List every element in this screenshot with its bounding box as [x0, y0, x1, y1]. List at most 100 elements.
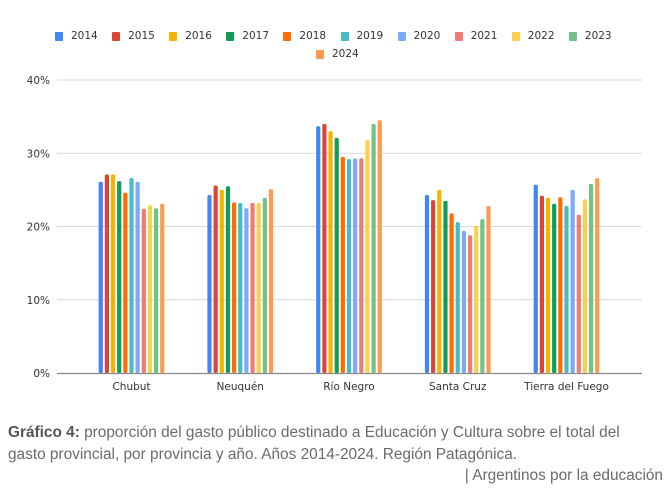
legend-swatch	[340, 31, 349, 41]
legend-label: 2016	[185, 30, 212, 42]
bars	[98, 120, 600, 374]
y-tick-label: 10%	[27, 295, 50, 307]
bar	[129, 178, 134, 373]
bar	[474, 225, 479, 373]
bar	[346, 159, 352, 373]
bar	[377, 120, 382, 373]
legend-row: 2024	[0, 45, 667, 63]
legend-item[interactable]: 2018	[283, 27, 326, 45]
bar	[232, 202, 237, 373]
bar	[431, 200, 436, 373]
bar-group	[207, 185, 274, 373]
bar	[353, 158, 358, 373]
legend-item[interactable]: 2024	[316, 45, 359, 63]
bar	[365, 140, 370, 373]
bar	[340, 156, 345, 373]
bar	[219, 189, 224, 373]
x-tick-label: Río Negro	[323, 381, 374, 393]
legend-swatch	[112, 31, 121, 41]
y-tick-label: 30%	[27, 148, 50, 160]
bar	[443, 200, 448, 373]
legend-label: 2020	[413, 30, 441, 42]
legend-swatch	[283, 31, 292, 41]
bar	[262, 197, 267, 373]
bar	[160, 203, 165, 373]
legend-item[interactable]: 2020	[397, 27, 441, 45]
bar	[589, 184, 594, 373]
bar	[467, 235, 473, 373]
y-tick-label: 0%	[33, 368, 50, 380]
x-axis-ticks: Chubut Neuquén Río Negro Santa Cruz Tierra d…	[112, 381, 608, 393]
bar	[545, 197, 551, 373]
legend-item[interactable]: 2022	[511, 27, 555, 45]
x-tick-label: Chubut	[112, 381, 150, 393]
legend-item[interactable]: 2015	[112, 27, 155, 45]
bar	[244, 208, 249, 373]
x-tick-label: Tierra del Fuego	[523, 381, 609, 393]
bar-group	[424, 189, 491, 373]
legend-label: 2021	[470, 30, 498, 42]
x-tick-label: Santa Cruz	[429, 381, 487, 393]
bar	[123, 192, 128, 373]
legend-item[interactable]: 2014	[55, 27, 98, 45]
bar	[359, 158, 364, 373]
legend-label: 2022	[527, 30, 555, 42]
legend-swatch	[397, 31, 406, 41]
caption-label: Gráfico 4:	[8, 424, 80, 441]
caption-text: proporción del gasto público destinado a…	[8, 424, 620, 463]
legend-swatch	[55, 31, 63, 41]
legend-swatch	[568, 31, 577, 41]
legend-item[interactable]: 2021	[454, 27, 498, 45]
bar	[141, 208, 146, 373]
bar	[558, 197, 563, 373]
bar	[576, 214, 581, 373]
chart-caption: Gráfico 4: proporción del gasto público …	[8, 422, 658, 466]
bar	[98, 181, 103, 373]
bar	[135, 181, 140, 373]
legend-swatch	[454, 31, 463, 41]
bar	[104, 174, 109, 373]
bar	[564, 205, 569, 373]
legend-item[interactable]: 2017	[226, 27, 269, 45]
bar	[147, 205, 153, 373]
bar	[461, 230, 466, 373]
bar	[110, 174, 116, 373]
y-tick-label: 20%	[27, 222, 50, 234]
y-axis-ticks: 0% 10% 20% 30% 40%	[27, 75, 50, 380]
bar	[455, 222, 460, 373]
bar	[225, 186, 231, 373]
bar	[424, 195, 430, 373]
legend-label: 2015	[128, 30, 155, 42]
legend-item[interactable]: 2019	[340, 27, 384, 45]
legend-swatch	[169, 31, 178, 41]
y-tick-label: 40%	[27, 75, 50, 87]
bar-group	[533, 178, 600, 373]
legend-label: 2024	[332, 48, 359, 60]
bar	[117, 181, 122, 373]
bar	[213, 185, 218, 373]
x-tick-label: Neuquén	[217, 381, 264, 393]
legend-label: 2018	[299, 30, 327, 42]
legend-swatch	[226, 31, 235, 41]
legend-label: 2014	[71, 30, 98, 42]
bar	[371, 123, 376, 373]
bar-chart: 0% 10% 20% 30% 40% Chubut Neuquén Río Negro San…	[27, 75, 642, 393]
legend-item[interactable]: 2023	[568, 27, 612, 45]
legend-row: 2014 2015 2016 2017 2018 2019 2020 2021 2022 2023	[0, 27, 667, 45]
bar	[238, 203, 243, 373]
bar	[154, 208, 159, 373]
bar	[480, 219, 485, 373]
bar	[486, 205, 491, 373]
bar	[595, 178, 600, 373]
bar	[552, 203, 557, 373]
bar	[322, 123, 327, 373]
bar	[437, 189, 442, 373]
legend-label: 2017	[242, 30, 270, 42]
legend-label: 2019	[356, 30, 384, 42]
legend-label: 2023	[584, 30, 612, 42]
legend-item[interactable]: 2016	[169, 27, 212, 45]
bar	[268, 189, 274, 373]
bar	[533, 184, 538, 373]
caption-source: | Argentinos por la educación	[464, 467, 663, 484]
legend-swatch	[316, 49, 324, 59]
